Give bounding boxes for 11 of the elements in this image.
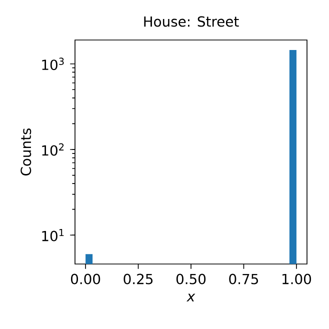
y-tick-label: 10$^{2}$ — [42, 143, 64, 156]
y-axis-title: Counts — [20, 128, 32, 176]
y-tick-label: 10$^{1}$ — [42, 228, 64, 242]
x-tick-label: 0.75 — [229, 274, 258, 284]
x-tick-label: 0.25 — [124, 274, 153, 284]
y-tick-label: 10$^{3}$ — [42, 58, 64, 70]
x-tick-label: 1.00 — [282, 274, 311, 284]
x-axis-title: x — [186, 294, 196, 302]
x-tick-label: 0.00 — [70, 274, 100, 284]
chart-title: House: Street — [144, 16, 239, 27]
x-tick-label: 0.50 — [176, 274, 206, 284]
